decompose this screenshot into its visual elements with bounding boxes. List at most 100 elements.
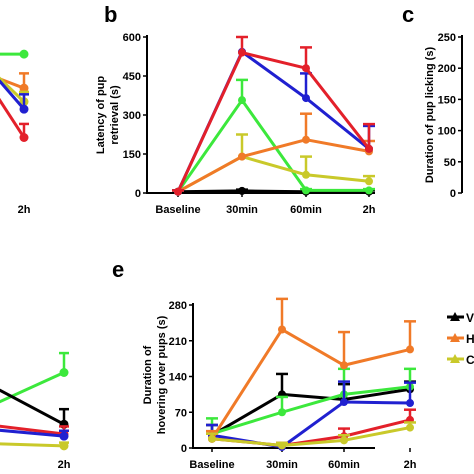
data-point [19,104,29,114]
series-e-0 [206,372,416,440]
x-tick-label: 60min [290,204,322,216]
y-tick-label: 450 [123,71,141,83]
data-point [174,187,182,196]
x-tick-label: 60min [328,459,360,471]
y-axis-label-c: Duration of pup licking (s) [424,47,436,184]
data-point [340,436,348,445]
chart-panel-b: 0 150 300 450 600 Latency of pup retrieval (s)… [95,32,376,216]
y-tick-label: 250 [438,32,456,44]
x-tick-label: 2h [404,459,417,471]
data-point [340,361,348,370]
series-line [0,442,65,448]
series-line [211,426,411,447]
legend-label: C [466,353,474,367]
series-d-0 [0,351,69,404]
data-point [19,133,29,142]
data-point [278,441,286,450]
y-axis-label-e: Duration of hovering over pups (s) [142,315,168,434]
data-point [365,177,373,186]
legend-marker [450,354,460,363]
x-tick-label: 2h [18,204,31,216]
series-line [211,385,411,436]
legend: VHC [447,311,474,367]
series-d-3 [0,428,69,441]
series-e-5 [206,421,416,450]
data-point [278,325,286,334]
data-point [302,135,310,144]
legend-entry: V [447,311,474,325]
legend-entry: C [447,353,474,367]
data-point [365,186,373,195]
data-point [59,441,69,451]
data-point [302,186,310,195]
y-tick-label: 50 [444,157,456,169]
legend-label: V [466,311,474,325]
y-tick-label: 0 [135,188,141,200]
x-tick-label: 30min [226,204,258,216]
panel-letter-b: b [104,2,117,27]
data-point [208,434,216,443]
legend-marker [450,312,460,321]
data-point [238,152,246,161]
data-point [238,48,246,57]
series-line [177,138,370,194]
y-tick-label: 70 [175,407,187,419]
x-tick-label: 2h [58,459,71,471]
data-point [302,170,310,179]
series-line [177,155,370,194]
series-d-1 [0,388,69,429]
data-point [406,399,414,408]
data-point [302,94,310,103]
y-tick-label: 280 [169,300,187,312]
y-tick-label: 140 [169,372,187,384]
chart-panel-a: 2h [0,49,31,216]
series-line [176,51,371,193]
y-tick-label: 100 [438,126,456,138]
data-point [238,186,246,195]
y-tick-label: 150 [123,149,141,161]
y-tick-label: 200 [438,63,456,75]
series-b-4 [172,47,375,196]
series-line [211,387,411,437]
data-point [278,408,286,417]
series-line [0,371,65,404]
y-tick-label: 0 [181,443,187,455]
series-line [0,388,65,426]
series-a-0 [0,49,29,59]
series-a-3 [0,79,29,114]
data-point [238,96,246,105]
series-line [0,428,65,438]
data-point [59,368,69,377]
series-line [0,97,26,139]
y-tick-label: 150 [438,94,456,106]
series-line [210,328,411,440]
data-point [59,431,69,441]
data-point [406,345,414,354]
series-line [0,76,26,103]
y-tick-label: 600 [123,32,141,44]
legend-marker [450,333,460,342]
legend-entry: H [447,332,474,346]
x-tick-label: Baseline [155,204,200,216]
y-axis-label-b: Latency of pup retrieval (s) [95,76,121,155]
data-point [365,144,373,153]
x-tick-label: 30min [266,459,298,471]
series-line [0,424,65,436]
series-a-4 [0,97,29,142]
x-tick-label: 2h [363,204,376,216]
x-tick-label: Baseline [189,459,234,471]
data-point [340,398,348,407]
y-tick-label: 300 [123,110,141,122]
panel-letter-e: e [112,257,124,282]
data-point [19,49,29,59]
data-point [406,423,414,432]
panel-letter-c: c [402,2,414,27]
chart-panel-d: 2h [0,351,71,471]
series-line [176,50,370,193]
series-line [0,79,26,111]
series-b-5 [172,35,375,196]
data-point [302,64,310,73]
